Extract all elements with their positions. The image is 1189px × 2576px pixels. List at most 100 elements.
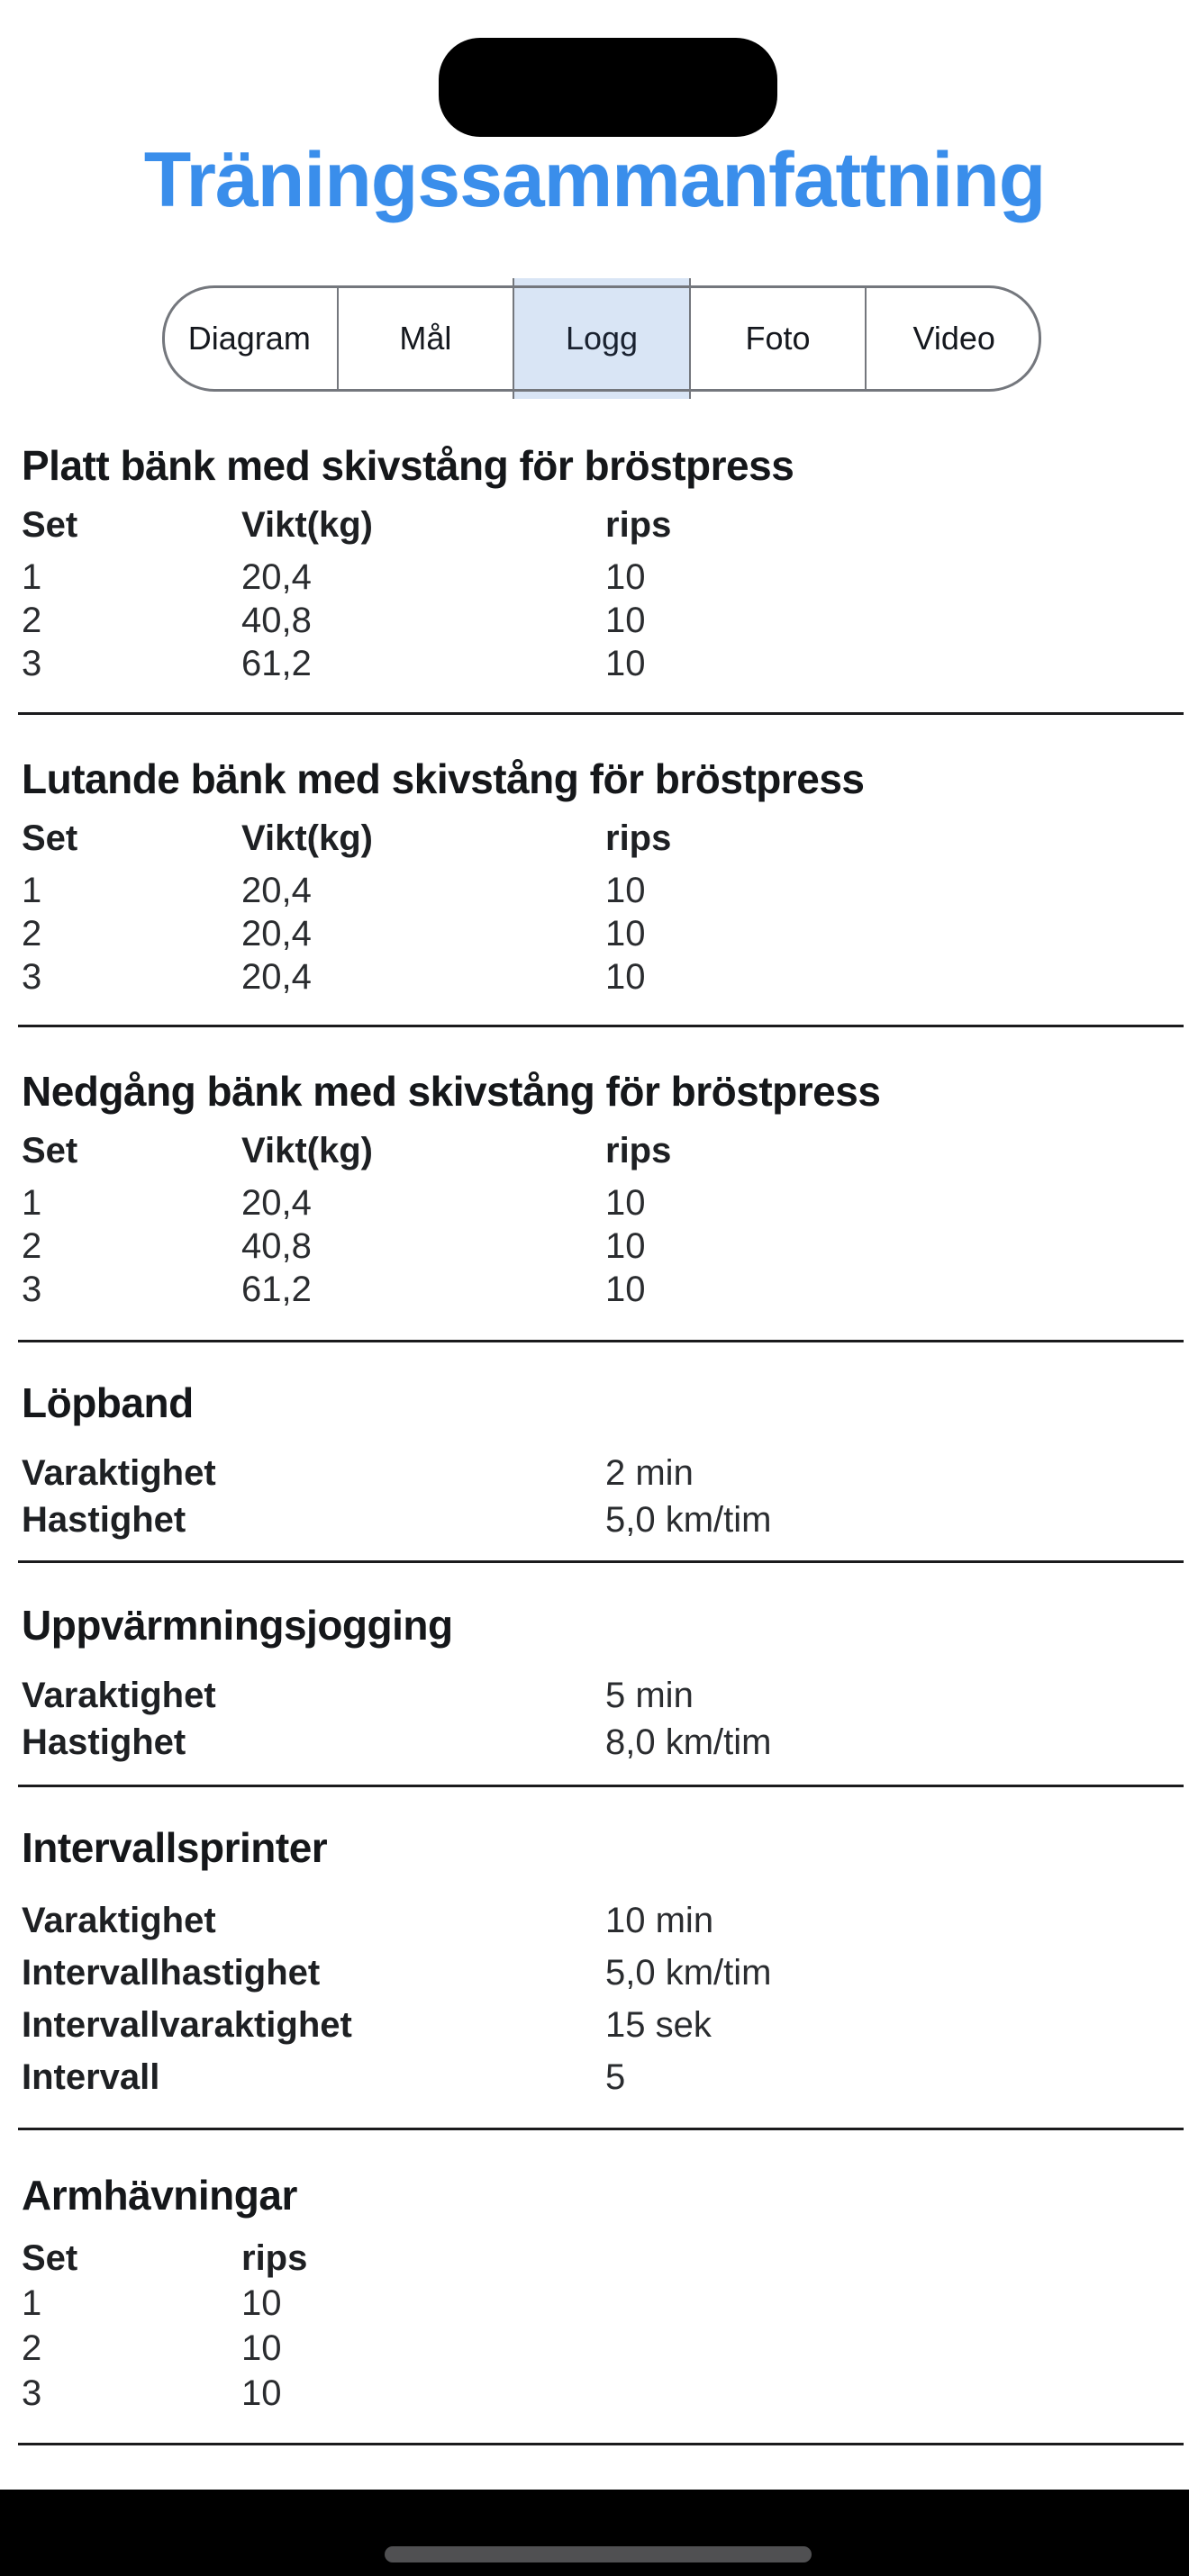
cell-reps: 10 <box>605 601 646 640</box>
field-row: Varaktighet 10 min <box>22 1894 1180 1947</box>
cell-set: 1 <box>22 1183 42 1223</box>
table-row: 1 10 <box>22 2281 1180 2326</box>
cell-weight: 40,8 <box>241 1226 312 1266</box>
cell-set: 1 <box>22 871 42 910</box>
col-weight: Vikt(kg) <box>241 505 373 545</box>
table-row: 2 40,8 10 <box>22 599 1180 642</box>
table-header: Set Vikt(kg) rips <box>22 501 1180 549</box>
table-body: 1 20,4 10 2 40,8 10 3 61,2 10 <box>22 1181 1180 1311</box>
col-set: Set <box>22 1131 78 1170</box>
cell-reps: 10 <box>241 2328 282 2368</box>
cell-weight: 20,4 <box>241 871 312 910</box>
cell-reps: 10 <box>605 644 646 683</box>
tab-foto[interactable]: Foto <box>745 320 811 357</box>
field-value: 5 min <box>605 1676 694 1715</box>
field-label: Intervall <box>22 2057 160 2097</box>
cell-set: 3 <box>22 2373 42 2413</box>
tab-mal[interactable]: Mål <box>336 285 513 392</box>
cell-set: 3 <box>22 1270 42 1309</box>
tab-diagram[interactable]: Diagram <box>187 320 311 357</box>
cell-reps: 10 <box>605 1183 646 1223</box>
cell-reps: 10 <box>605 871 646 910</box>
col-set: Set <box>22 2238 78 2278</box>
field-label: Varaktighet <box>22 1453 216 1493</box>
field-value: 5,0 km/tim <box>605 1500 772 1540</box>
section-divider <box>18 1560 1184 1563</box>
field-label: Varaktighet <box>22 1901 216 1940</box>
table-row: 1 20,4 10 <box>22 1181 1180 1225</box>
field-list: Varaktighet 2 min Hastighet 5,0 km/tim <box>22 1450 1180 1543</box>
section-title: Nedgång bänk med skivstång för bröstpres… <box>22 1068 881 1115</box>
section-divider <box>18 2443 1184 2445</box>
field-label: Hastighet <box>22 1722 186 1762</box>
field-value: 5 <box>605 2057 626 2097</box>
field-value: 15 sek <box>605 2005 712 2045</box>
cell-weight: 20,4 <box>241 557 312 597</box>
col-weight: Vikt(kg) <box>241 1131 373 1170</box>
col-reps: rips <box>605 505 672 545</box>
cell-set: 1 <box>22 2283 42 2323</box>
section-incline-bench: Lutande bänk med skivstång för bröstpres… <box>0 753 1189 999</box>
col-reps: rips <box>241 2238 308 2278</box>
section-title: Uppvärmningsjogging <box>22 1602 453 1649</box>
cell-set: 3 <box>22 957 42 997</box>
cell-set: 2 <box>22 1226 42 1266</box>
cell-reps: 10 <box>605 1270 646 1309</box>
cell-weight: 61,2 <box>241 644 312 683</box>
tab-logg[interactable]: Logg <box>513 278 691 399</box>
cell-set: 2 <box>22 601 42 640</box>
cell-set: 2 <box>22 914 42 954</box>
col-set: Set <box>22 818 78 858</box>
field-row: Intervallvaraktighet 15 sek <box>22 1999 1180 2051</box>
table-row: 2 10 <box>22 2326 1180 2371</box>
table-header: Set Vikt(kg) rips <box>22 1126 1180 1175</box>
field-row: Varaktighet 2 min <box>22 1450 1180 1496</box>
col-weight: Vikt(kg) <box>241 818 373 858</box>
field-value: 10 min <box>605 1901 714 1940</box>
table-header: Set Vikt(kg) rips <box>22 814 1180 863</box>
table-header: Set rips <box>22 2236 1180 2281</box>
field-list: Varaktighet 5 min Hastighet 8,0 km/tim <box>22 1672 1180 1766</box>
field-list: Varaktighet 10 min Intervallhastighet 5,… <box>22 1894 1180 2103</box>
section-title: Intervallsprinter <box>22 1824 328 1871</box>
cell-weight: 20,4 <box>241 914 312 954</box>
table-body: 1 20,4 10 2 40,8 10 3 61,2 10 <box>22 556 1180 685</box>
cell-weight: 61,2 <box>241 1270 312 1309</box>
section-title: Löpband <box>22 1379 194 1426</box>
table-body: 1 10 2 10 3 10 <box>22 2281 1180 2416</box>
col-set: Set <box>22 505 78 545</box>
field-row: Varaktighet 5 min <box>22 1672 1180 1719</box>
section-title: Armhävningar <box>22 2172 297 2219</box>
field-row: Hastighet 5,0 km/tim <box>22 1496 1180 1543</box>
home-indicator[interactable] <box>385 2546 812 2562</box>
tab-bar: Diagram Mål Logg Foto Video <box>162 278 1041 399</box>
system-bottom-bar <box>0 2490 1189 2576</box>
section-divider <box>18 1340 1184 1342</box>
tab-video[interactable]: Video <box>865 285 1041 392</box>
cell-set: 2 <box>22 2328 42 2368</box>
cell-weight: 20,4 <box>241 957 312 997</box>
section-flat-bench: Platt bänk med skivstång för bröstpress … <box>0 439 1189 685</box>
field-label: Intervallhastighet <box>22 1953 321 1993</box>
field-label: Hastighet <box>22 1500 186 1540</box>
table-body: 1 20,4 10 2 20,4 10 3 20,4 10 <box>22 869 1180 999</box>
page-title: Träningssammanfattning <box>143 137 1047 223</box>
cell-reps: 10 <box>605 957 646 997</box>
section-divider <box>18 712 1184 715</box>
section-decline-bench: Nedgång bänk med skivstång för bröstpres… <box>0 1065 1189 1311</box>
section-pushups: Armhävningar Set rips 1 10 2 10 3 10 <box>0 2169 1189 2416</box>
field-label: Varaktighet <box>22 1676 216 1715</box>
section-warmup-jog: Uppvärmningsjogging Varaktighet 5 min Ha… <box>0 1599 1189 1766</box>
section-divider <box>18 1025 1184 1027</box>
section-treadmill: Löpband Varaktighet 2 min Hastighet 5,0 … <box>0 1377 1189 1543</box>
table-row: 1 20,4 10 <box>22 556 1180 599</box>
cell-reps: 10 <box>605 1226 646 1266</box>
field-row: Intervallhastighet 5,0 km/tim <box>22 1947 1180 1999</box>
section-divider <box>18 1785 1184 1787</box>
table-row: 2 40,8 10 <box>22 1225 1180 1268</box>
table-row: 1 20,4 10 <box>22 869 1180 912</box>
cell-reps: 10 <box>241 2373 282 2413</box>
field-value: 2 min <box>605 1453 694 1493</box>
table-row: 3 61,2 10 <box>22 1268 1180 1311</box>
section-title: Platt bänk med skivstång för bröstpress <box>22 442 794 489</box>
